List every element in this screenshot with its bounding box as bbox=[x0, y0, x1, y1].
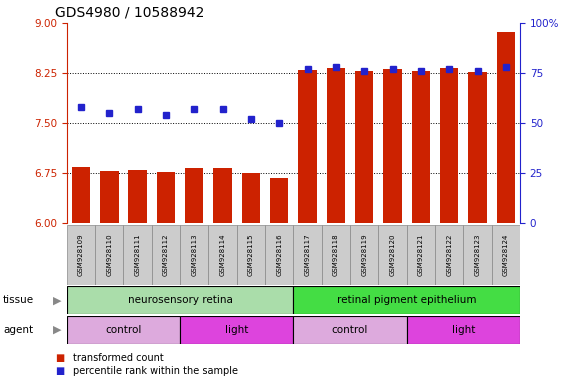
Bar bbox=[440, 68, 458, 223]
Bar bbox=[67, 316, 180, 344]
Text: GSM928110: GSM928110 bbox=[106, 233, 112, 276]
Text: GSM928120: GSM928120 bbox=[389, 233, 396, 276]
Bar bbox=[95, 225, 123, 285]
Bar bbox=[237, 225, 265, 285]
Text: GSM928113: GSM928113 bbox=[191, 233, 198, 276]
Text: GSM928109: GSM928109 bbox=[78, 233, 84, 276]
Bar bbox=[412, 71, 430, 223]
Text: ■: ■ bbox=[55, 366, 64, 376]
Text: GSM928123: GSM928123 bbox=[475, 233, 480, 276]
Text: GSM928114: GSM928114 bbox=[220, 233, 225, 276]
Bar bbox=[67, 225, 95, 285]
Bar bbox=[180, 225, 209, 285]
Text: GSM928118: GSM928118 bbox=[333, 233, 339, 276]
Bar bbox=[293, 286, 520, 314]
Bar bbox=[152, 225, 180, 285]
Bar bbox=[464, 225, 492, 285]
Text: ▶: ▶ bbox=[52, 325, 61, 335]
Bar bbox=[213, 168, 232, 223]
Bar bbox=[265, 225, 293, 285]
Bar bbox=[383, 70, 401, 223]
Bar bbox=[157, 172, 175, 223]
Text: GSM928116: GSM928116 bbox=[276, 233, 282, 276]
Text: control: control bbox=[105, 325, 142, 335]
Bar bbox=[407, 316, 520, 344]
Bar bbox=[128, 170, 147, 223]
Text: light: light bbox=[451, 325, 475, 335]
Text: GSM928115: GSM928115 bbox=[248, 233, 254, 276]
Text: ▶: ▶ bbox=[52, 295, 61, 305]
Bar bbox=[378, 225, 407, 285]
Bar bbox=[270, 178, 288, 223]
Text: GSM928111: GSM928111 bbox=[135, 233, 141, 276]
Text: GSM928124: GSM928124 bbox=[503, 233, 509, 276]
Bar bbox=[468, 72, 487, 223]
Text: control: control bbox=[332, 325, 368, 335]
Text: transformed count: transformed count bbox=[73, 353, 163, 363]
Bar bbox=[492, 225, 520, 285]
Bar bbox=[100, 171, 119, 223]
Bar bbox=[407, 225, 435, 285]
Bar bbox=[497, 32, 515, 223]
Bar bbox=[435, 225, 464, 285]
Bar bbox=[322, 225, 350, 285]
Bar bbox=[185, 168, 203, 223]
Bar bbox=[299, 70, 317, 223]
Text: GSM928117: GSM928117 bbox=[304, 233, 311, 276]
Text: GSM928112: GSM928112 bbox=[163, 233, 169, 276]
Bar bbox=[327, 68, 345, 223]
Text: GSM928119: GSM928119 bbox=[361, 233, 367, 276]
Bar bbox=[293, 316, 407, 344]
Text: GSM928122: GSM928122 bbox=[446, 233, 452, 276]
Text: light: light bbox=[225, 325, 249, 335]
Text: GDS4980 / 10588942: GDS4980 / 10588942 bbox=[55, 6, 205, 20]
Text: neurosensory retina: neurosensory retina bbox=[128, 295, 232, 305]
Bar bbox=[350, 225, 378, 285]
Text: tissue: tissue bbox=[3, 295, 34, 305]
Bar bbox=[209, 225, 237, 285]
Bar bbox=[355, 71, 374, 223]
Bar bbox=[72, 167, 90, 223]
Bar bbox=[67, 286, 293, 314]
Text: GSM928121: GSM928121 bbox=[418, 233, 424, 276]
Text: percentile rank within the sample: percentile rank within the sample bbox=[73, 366, 238, 376]
Bar bbox=[242, 173, 260, 223]
Bar bbox=[293, 225, 322, 285]
Text: ■: ■ bbox=[55, 353, 64, 363]
Bar bbox=[123, 225, 152, 285]
Text: retinal pigment epithelium: retinal pigment epithelium bbox=[337, 295, 476, 305]
Text: agent: agent bbox=[3, 325, 33, 335]
Bar bbox=[180, 316, 293, 344]
